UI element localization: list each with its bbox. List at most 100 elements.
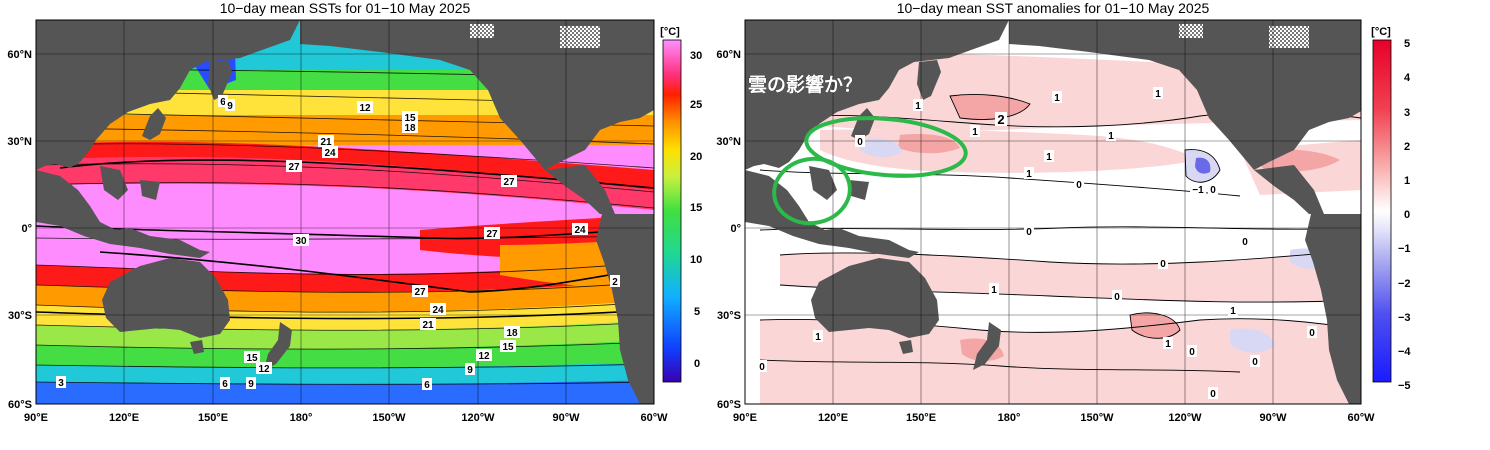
lat-label: 0°: [21, 223, 32, 235]
lon-label: 150°E: [198, 412, 228, 424]
annotation-text: 雲の影響か？: [748, 73, 862, 96]
lon-label: 180°: [998, 412, 1021, 424]
contour-label: 1: [1165, 339, 1171, 350]
contour-label: 15: [246, 353, 258, 364]
lon-label: 90°W: [1259, 412, 1287, 424]
contour-label: 1: [991, 285, 997, 296]
anomaly-colorbar: [°C] 5 4 3 2 1 0 −1 −2 −3 −4 −5: [1371, 26, 1411, 392]
contour-label: 27: [414, 287, 426, 298]
contour-label: 18: [404, 123, 416, 134]
lat-label: 30°S: [8, 310, 32, 322]
colorbar-tick: 5: [694, 306, 700, 318]
colorbar-tick: −5: [1398, 380, 1411, 392]
lon-label: 120°W: [461, 412, 495, 424]
contour-label: 0: [1114, 292, 1120, 303]
contour-label: 1: [1054, 93, 1060, 104]
contour-label: 27: [486, 229, 498, 240]
highlight-ellipses: [772, 116, 968, 226]
contour-label: 0: [1189, 347, 1195, 358]
sst-map-title: 10−day mean SSTs for 01−10 May 2025: [220, 0, 471, 16]
lat-label: 60°N: [716, 49, 741, 61]
contour-label: 18: [506, 328, 518, 339]
colorbar-tick: 2: [1404, 141, 1410, 153]
lon-label: 60°W: [640, 412, 668, 424]
contour-label: 0: [1242, 237, 1248, 248]
colorbar-tick: 5: [1404, 38, 1410, 50]
contour-label: 0: [759, 362, 765, 373]
contour-label: 27: [288, 162, 300, 173]
colorbar-tick: 30: [690, 50, 702, 62]
contour-label: 24: [432, 305, 444, 316]
colorbar-tick: −4: [1398, 346, 1411, 358]
contour-label: 9: [467, 365, 473, 376]
anomaly-lon-labels: 90°E 120°E 150°E 180° 150°W 120°W 90°W 6…: [733, 412, 1375, 424]
contour-label: 6: [220, 97, 226, 108]
lat-label: 60°N: [7, 49, 32, 61]
sst-colorbar-unit: [°C]: [660, 26, 680, 38]
contour-label: 0: [1210, 185, 1216, 196]
lat-label: 30°N: [7, 136, 32, 148]
contour-label: 2: [612, 277, 618, 288]
lon-label: 120°E: [818, 412, 848, 424]
contour-label: 0: [1076, 180, 1082, 191]
anomaly-map-frame: [744, 19, 1362, 405]
lat-label: 0°: [730, 223, 741, 235]
colorbar-tick: 0: [1404, 209, 1410, 221]
contour-label: 9: [248, 379, 254, 390]
lon-label: 90°E: [24, 412, 48, 424]
contour-label: 9: [227, 101, 233, 112]
colorbar-tick: 10: [690, 254, 702, 266]
colorbar-tick: 25: [690, 99, 702, 111]
contour-label: 6: [424, 380, 430, 391]
lon-label: 120°W: [1168, 412, 1202, 424]
contour-label: 3: [58, 378, 64, 389]
colorbar-tick: 4: [1404, 72, 1411, 84]
contour-label: 0: [1026, 227, 1032, 238]
contour-label: 0: [1160, 259, 1166, 270]
contour-label: 1: [1155, 89, 1161, 100]
colorbar-tick: −1: [1398, 243, 1411, 255]
sst-colorbar: [°C] 30 25 20 15 10 5 0: [660, 26, 702, 383]
contour-label: 30: [295, 236, 307, 247]
highlight-ellipse-kuroshio: [804, 116, 968, 178]
colorbar-tick: 15: [690, 202, 702, 214]
contour-label: 1: [1230, 306, 1236, 317]
lon-label: 150°W: [1080, 412, 1114, 424]
lon-label: 90°W: [552, 412, 580, 424]
contour-label: 0: [857, 137, 863, 148]
colorbar-tick: −3: [1398, 312, 1411, 324]
contour-label: 12: [478, 351, 490, 362]
highlight-ellipse-south-china-sea: [772, 156, 852, 226]
contour-label: 1: [915, 101, 921, 112]
lon-label: 180°: [290, 412, 313, 424]
colorbar-tick: 1: [1404, 175, 1410, 187]
sst-lon-labels: 90°E 120°E 150°E 180° 150°W 120°W 90°W 6…: [24, 412, 668, 424]
contour-label: 1: [815, 332, 821, 343]
contour-label: 24: [574, 225, 586, 236]
sst-lat-labels: 60°N 30°N 0° 30°S 60°S: [7, 49, 32, 411]
contour-label: 1: [1108, 131, 1114, 142]
contour-label: 15: [404, 113, 416, 124]
contour-label: 15: [502, 342, 514, 353]
anomaly-lat-labels: 60°N 30°N 0° 30°S 60°S: [716, 49, 741, 411]
contour-label: 1: [1026, 169, 1032, 180]
contour-label: 24: [324, 148, 336, 159]
sst-map-frame: [35, 19, 655, 405]
lat-label: 30°S: [717, 310, 741, 322]
lon-label: 120°E: [109, 412, 139, 424]
contour-label: 1: [972, 127, 978, 138]
anomaly-contour-labels: 1 1 2 1 1 0 1 1 1 0 −1 0 0 0 0 0 1 0 1 0…: [757, 87, 1317, 400]
colorbar-tick: 3: [1404, 107, 1410, 119]
contour-label: 0: [1309, 328, 1315, 339]
lat-label: 30°N: [716, 136, 741, 148]
contour-label: 0: [1252, 357, 1258, 368]
lon-label: 60°W: [1347, 412, 1375, 424]
contour-label: 0: [1210, 389, 1216, 400]
contour-label: 6: [222, 379, 228, 390]
contour-label: 12: [359, 103, 371, 114]
lon-label: 150°W: [372, 412, 406, 424]
anomaly-map-title: 10−day mean SST anomalies for 01−10 May …: [897, 0, 1210, 16]
contour-label: −1: [1192, 185, 1204, 196]
contour-label: 21: [320, 137, 332, 148]
